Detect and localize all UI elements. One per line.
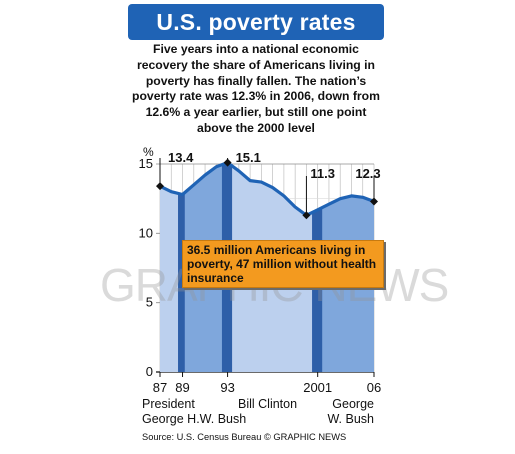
y-tick-label: 0 [146, 364, 153, 379]
x-tick-label: 87 [153, 380, 167, 395]
data-label: 12.3 [355, 166, 380, 181]
y-tick-label: 5 [146, 295, 153, 310]
president-bush-sr: George H.W. Bush [142, 412, 247, 426]
title-bar: U.S. poverty rates [128, 4, 384, 40]
chart-labels: 13.4 15.1 11.3 12.3 [168, 150, 381, 181]
chart-title: U.S. poverty rates [156, 8, 356, 35]
president-clinton: Bill Clinton [238, 397, 298, 411]
chart-axes: 0 5 10 15% 87 89 93 2001 06 [139, 145, 382, 395]
term-divider-1989 [178, 162, 185, 372]
annotation-marker [302, 211, 311, 220]
callout-box: 36.5 million Americans living in poverty… [182, 240, 384, 288]
annotation-marker [370, 197, 378, 206]
president-label: President [142, 397, 195, 411]
y-tick-label: 10 [139, 225, 153, 240]
annotation-marker [223, 158, 232, 167]
x-tick-label: 2001 [303, 380, 332, 395]
data-label: 13.4 [168, 150, 194, 165]
x-tick-label: 89 [175, 380, 189, 395]
y-axis-unit: % [143, 145, 154, 159]
period-band-1 [160, 162, 183, 372]
chart-markers [156, 158, 378, 220]
data-label: 15.1 [236, 150, 261, 165]
poverty-rate-line [159, 161, 375, 217]
data-label: 11.3 [310, 166, 335, 181]
x-tick-label: 06 [367, 380, 381, 395]
president-bush-jr-first: George [332, 397, 374, 411]
president-bush-jr-second: W. Bush [327, 412, 374, 426]
annotation-marker [156, 182, 164, 191]
y-tick-label: 15 [139, 156, 153, 171]
x-tick-label: 93 [220, 380, 234, 395]
intro-text: Five years into a national economic reco… [132, 42, 380, 135]
source-line: Source: U.S. Census Bureau © GRAPHIC NEW… [142, 432, 347, 442]
